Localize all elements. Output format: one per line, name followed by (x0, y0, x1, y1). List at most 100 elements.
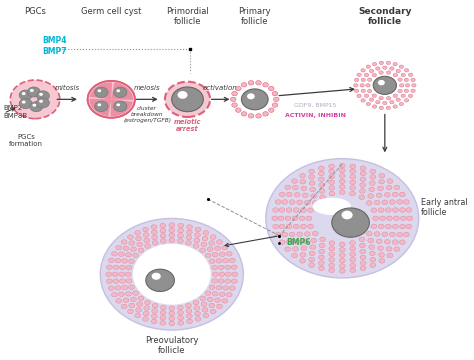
Circle shape (329, 164, 335, 168)
Circle shape (369, 251, 375, 256)
Circle shape (309, 257, 315, 262)
Text: BMP8B: BMP8B (4, 113, 28, 119)
Circle shape (98, 103, 101, 106)
Circle shape (403, 200, 409, 204)
Circle shape (350, 241, 356, 245)
Circle shape (200, 296, 206, 301)
Circle shape (350, 252, 356, 256)
Circle shape (372, 94, 376, 97)
Circle shape (119, 272, 125, 276)
Circle shape (386, 96, 391, 100)
Circle shape (133, 244, 211, 305)
Circle shape (241, 82, 247, 87)
Circle shape (212, 272, 219, 276)
Circle shape (177, 305, 183, 310)
Circle shape (365, 73, 369, 77)
Circle shape (339, 174, 345, 178)
Circle shape (209, 285, 215, 289)
Circle shape (22, 92, 26, 95)
Circle shape (360, 177, 366, 181)
Circle shape (328, 169, 335, 174)
Circle shape (122, 285, 128, 290)
Circle shape (405, 84, 410, 87)
Circle shape (309, 181, 315, 185)
Circle shape (406, 224, 412, 229)
Circle shape (360, 171, 366, 176)
Circle shape (30, 102, 43, 112)
Circle shape (285, 216, 291, 221)
Circle shape (123, 298, 129, 302)
Circle shape (119, 279, 126, 283)
Circle shape (226, 292, 232, 297)
Circle shape (278, 216, 284, 221)
Circle shape (300, 179, 306, 184)
Circle shape (350, 164, 356, 168)
Circle shape (98, 89, 101, 92)
Circle shape (273, 97, 279, 102)
Circle shape (366, 201, 372, 205)
Circle shape (195, 317, 201, 321)
Circle shape (194, 311, 201, 316)
Circle shape (354, 84, 358, 87)
Circle shape (178, 234, 183, 238)
Circle shape (255, 114, 261, 118)
Circle shape (185, 240, 191, 245)
Circle shape (308, 208, 313, 212)
Circle shape (319, 266, 324, 271)
Text: BMP4: BMP4 (42, 36, 66, 45)
Circle shape (286, 224, 292, 229)
Circle shape (217, 240, 222, 244)
Circle shape (114, 101, 127, 112)
Circle shape (370, 263, 376, 267)
Wedge shape (110, 99, 133, 116)
Circle shape (121, 240, 127, 244)
Circle shape (382, 232, 388, 237)
Ellipse shape (313, 198, 351, 215)
Circle shape (172, 87, 203, 112)
Circle shape (212, 292, 218, 296)
Circle shape (357, 94, 361, 98)
Circle shape (122, 258, 128, 263)
Circle shape (301, 246, 307, 251)
Circle shape (400, 240, 405, 244)
Circle shape (160, 316, 166, 320)
Circle shape (143, 233, 149, 237)
Circle shape (223, 258, 228, 263)
Circle shape (275, 232, 281, 237)
Circle shape (95, 101, 108, 112)
Circle shape (309, 175, 315, 179)
Circle shape (266, 159, 419, 278)
Circle shape (133, 253, 138, 258)
Text: ACTIVIN, INHIBIN: ACTIVIN, INHIBIN (285, 113, 346, 118)
Circle shape (357, 73, 361, 77)
Circle shape (106, 272, 112, 276)
Circle shape (369, 181, 375, 185)
Circle shape (152, 273, 161, 280)
Circle shape (152, 309, 158, 313)
Circle shape (194, 238, 200, 243)
Circle shape (136, 308, 141, 312)
Circle shape (286, 208, 292, 212)
Circle shape (279, 240, 285, 244)
Circle shape (137, 302, 143, 306)
Circle shape (115, 285, 121, 290)
Circle shape (329, 180, 335, 185)
Circle shape (241, 112, 247, 116)
Circle shape (151, 314, 157, 319)
Circle shape (401, 73, 405, 77)
Circle shape (88, 81, 135, 118)
Circle shape (95, 87, 108, 98)
Circle shape (385, 224, 391, 229)
Circle shape (407, 216, 412, 221)
Circle shape (400, 224, 405, 229)
Circle shape (378, 80, 385, 85)
Circle shape (359, 237, 365, 242)
Circle shape (107, 265, 112, 270)
Circle shape (292, 253, 298, 258)
Circle shape (255, 81, 261, 85)
Circle shape (151, 319, 157, 324)
Circle shape (215, 246, 220, 251)
Circle shape (309, 169, 315, 174)
Circle shape (194, 306, 200, 310)
Circle shape (144, 238, 150, 243)
